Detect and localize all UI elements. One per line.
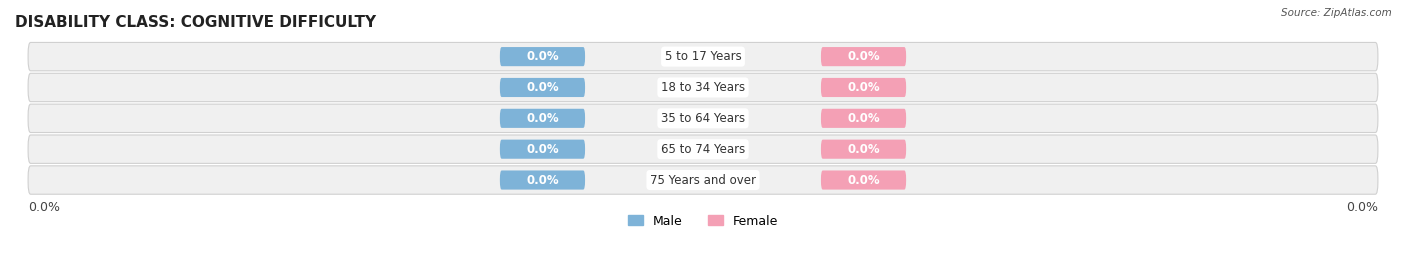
FancyBboxPatch shape xyxy=(501,171,585,190)
FancyBboxPatch shape xyxy=(28,43,1378,71)
FancyBboxPatch shape xyxy=(28,104,1378,133)
Text: 0.0%: 0.0% xyxy=(848,81,880,94)
Text: 0.0%: 0.0% xyxy=(848,143,880,156)
Text: Source: ZipAtlas.com: Source: ZipAtlas.com xyxy=(1281,8,1392,18)
Text: 75 Years and over: 75 Years and over xyxy=(650,174,756,186)
FancyBboxPatch shape xyxy=(28,166,1378,194)
Text: 0.0%: 0.0% xyxy=(526,112,558,125)
Text: 0.0%: 0.0% xyxy=(526,174,558,186)
Text: DISABILITY CLASS: COGNITIVE DIFFICULTY: DISABILITY CLASS: COGNITIVE DIFFICULTY xyxy=(15,15,377,30)
Text: 0.0%: 0.0% xyxy=(526,50,558,63)
FancyBboxPatch shape xyxy=(28,135,1378,163)
FancyBboxPatch shape xyxy=(501,140,585,159)
Text: 65 to 74 Years: 65 to 74 Years xyxy=(661,143,745,156)
Legend: Male, Female: Male, Female xyxy=(628,215,778,228)
Text: 5 to 17 Years: 5 to 17 Years xyxy=(665,50,741,63)
Text: 18 to 34 Years: 18 to 34 Years xyxy=(661,81,745,94)
Text: 35 to 64 Years: 35 to 64 Years xyxy=(661,112,745,125)
Text: 0.0%: 0.0% xyxy=(526,143,558,156)
FancyBboxPatch shape xyxy=(501,78,585,97)
Text: 0.0%: 0.0% xyxy=(848,174,880,186)
FancyBboxPatch shape xyxy=(821,109,905,128)
FancyBboxPatch shape xyxy=(821,171,905,190)
Text: 0.0%: 0.0% xyxy=(526,81,558,94)
FancyBboxPatch shape xyxy=(821,140,905,159)
Text: 0.0%: 0.0% xyxy=(28,201,60,214)
FancyBboxPatch shape xyxy=(821,47,905,66)
FancyBboxPatch shape xyxy=(501,47,585,66)
FancyBboxPatch shape xyxy=(501,109,585,128)
FancyBboxPatch shape xyxy=(28,73,1378,102)
FancyBboxPatch shape xyxy=(821,78,905,97)
Text: 0.0%: 0.0% xyxy=(848,50,880,63)
Text: 0.0%: 0.0% xyxy=(1346,201,1378,214)
Text: 0.0%: 0.0% xyxy=(848,112,880,125)
